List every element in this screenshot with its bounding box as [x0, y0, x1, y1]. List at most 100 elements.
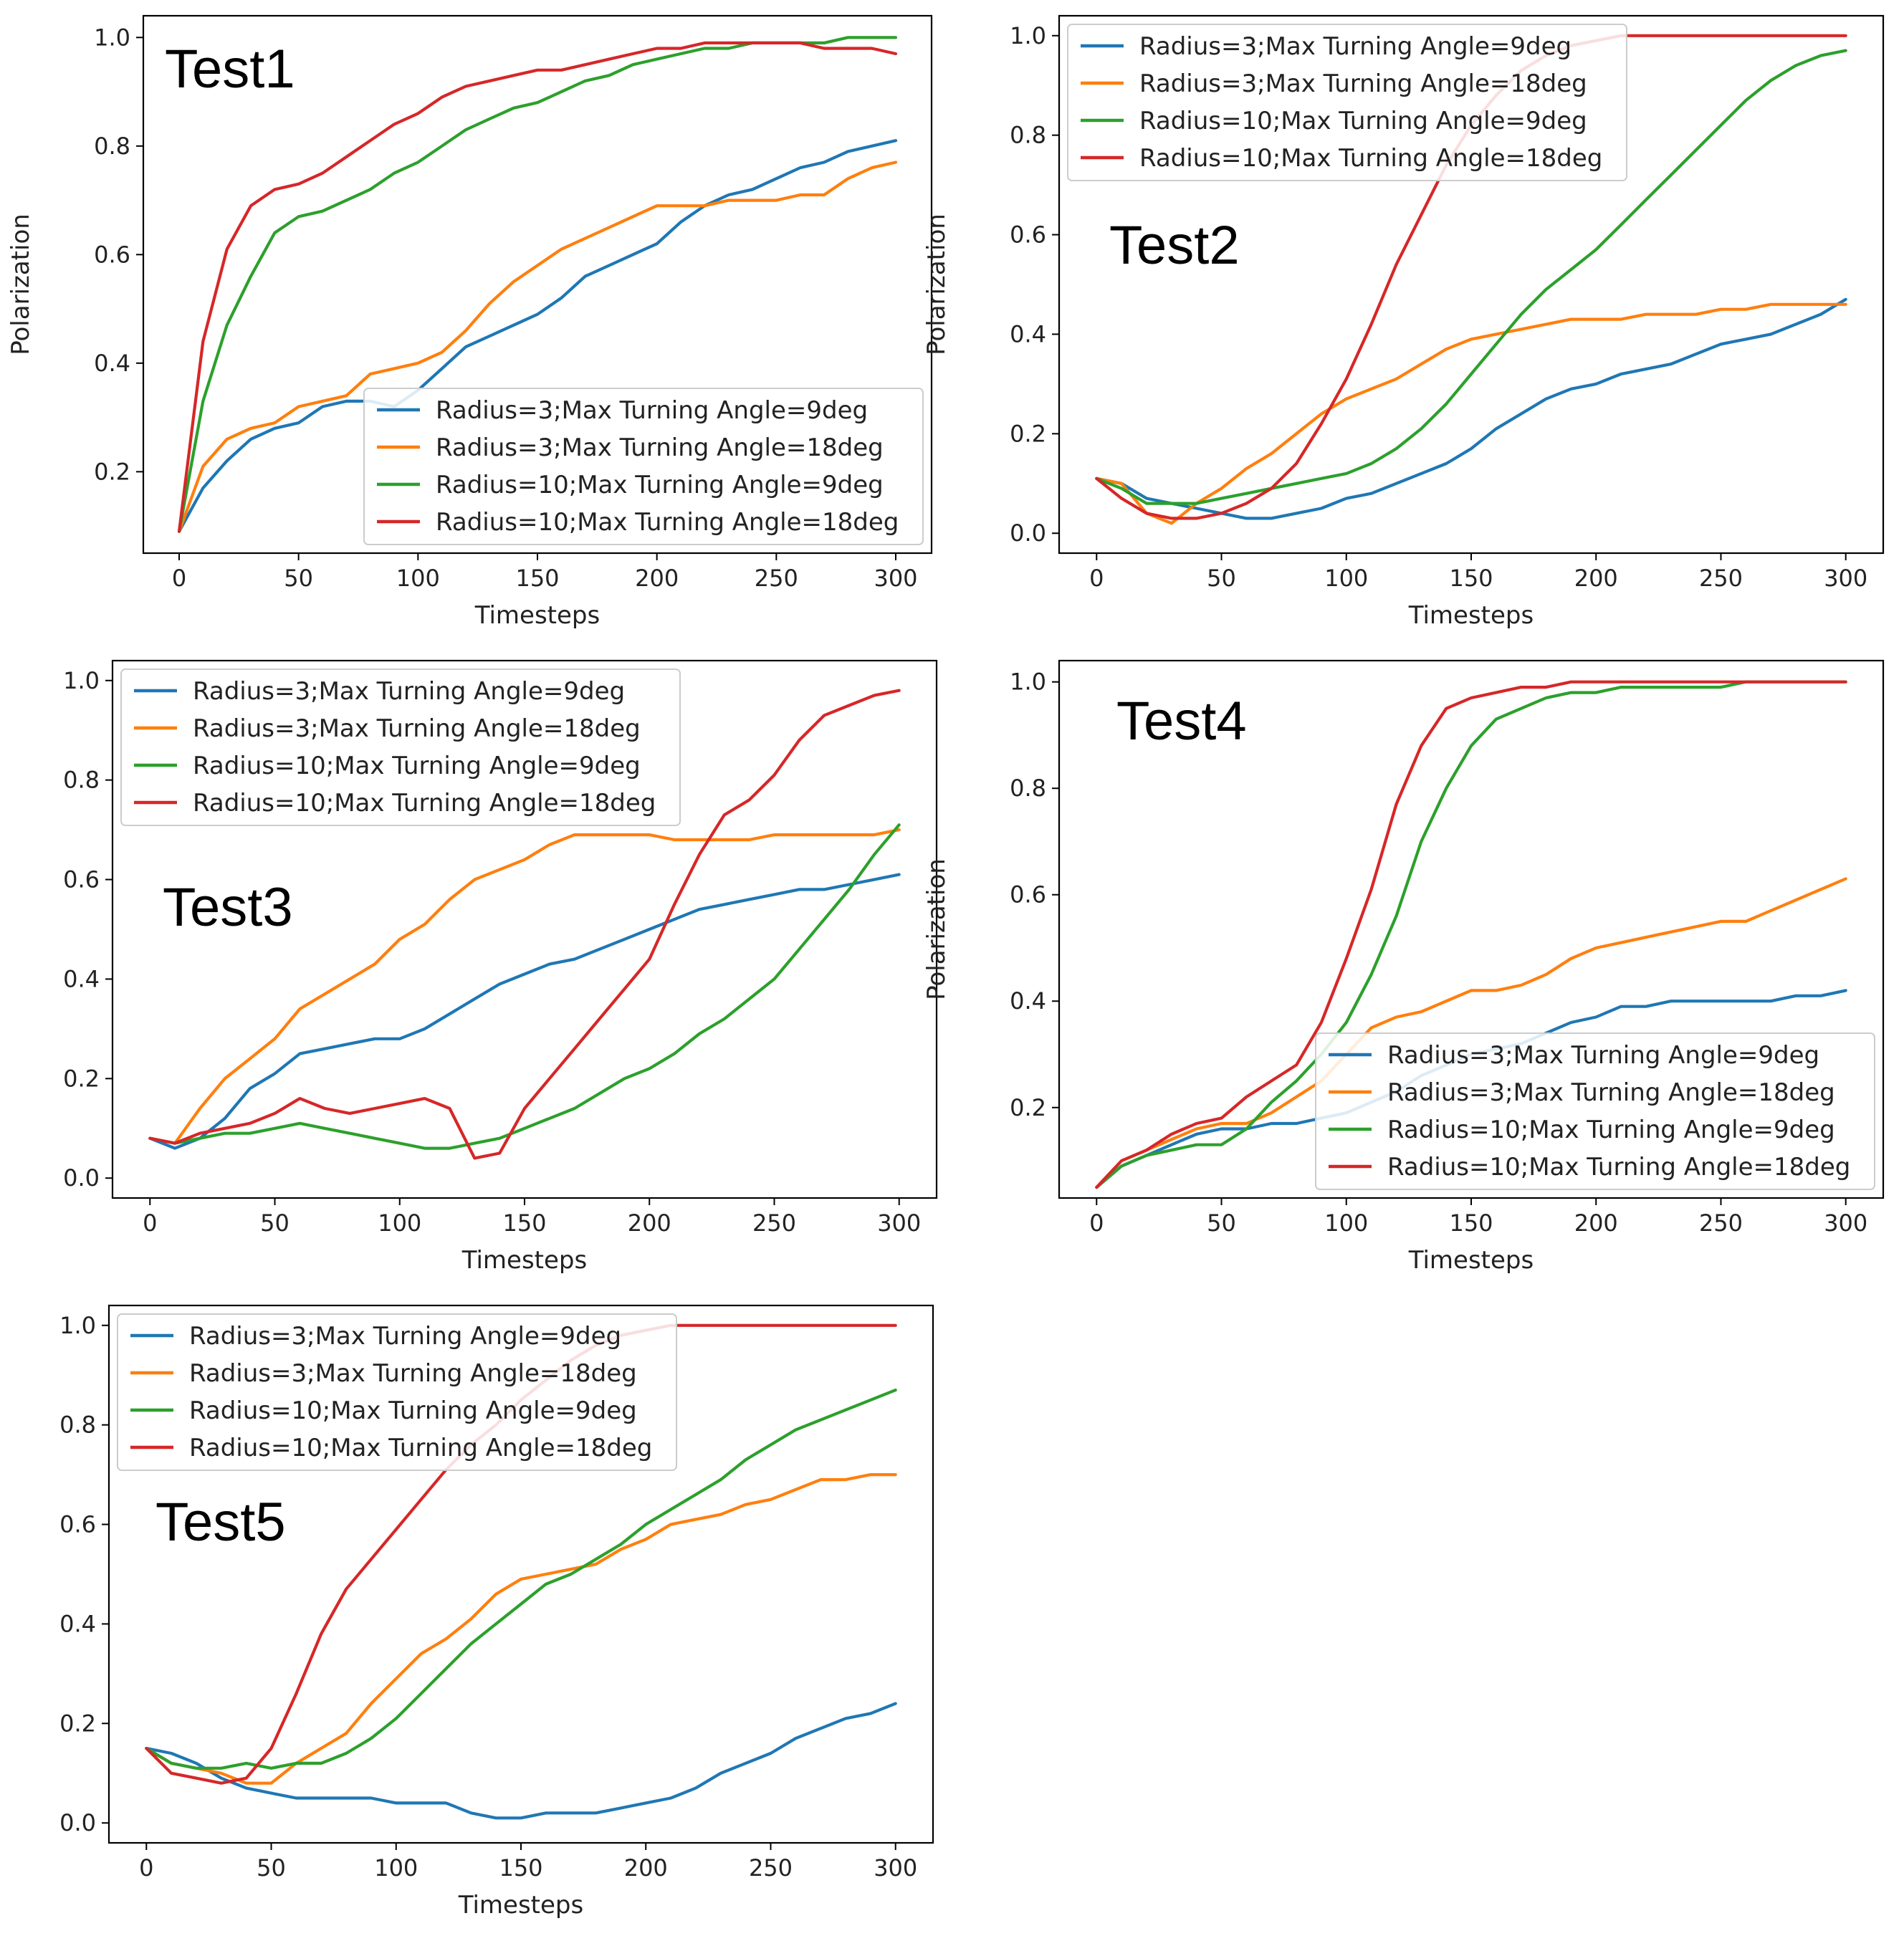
y-tick-label: 0.2 — [94, 458, 130, 485]
legend-box — [1315, 1032, 1875, 1190]
legend-label: Radius=3;Max Turning Angle=9deg — [189, 1322, 621, 1351]
legend-label: Radius=3;Max Turning Angle=18deg — [193, 714, 641, 743]
y-tick-label: 0.6 — [94, 241, 130, 268]
legend-label: Radius=10;Max Turning Angle=18deg — [193, 789, 656, 818]
legend-label: Radius=10;Max Turning Angle=9deg — [1387, 1116, 1835, 1144]
legend-box — [363, 388, 924, 545]
y-tick-label: 0.4 — [63, 965, 100, 992]
y-tick-label: 0.8 — [59, 1412, 96, 1439]
x-tick-label: 100 — [1324, 565, 1368, 592]
legend-label: Radius=10;Max Turning Angle=18deg — [189, 1434, 652, 1462]
y-tick-label: 0.6 — [59, 1511, 96, 1538]
legend-label: Radius=3;Max Turning Angle=18deg — [1139, 70, 1587, 98]
x-tick-label: 50 — [1207, 1209, 1236, 1237]
x-tick-label: 0 — [1089, 1209, 1104, 1237]
x-axis-label: Timesteps — [458, 1891, 583, 1920]
x-tick-label: 50 — [260, 1209, 290, 1237]
chart-panel-1: 0 50 100 150 200 250 300 0.2 0.4 0.6 0.8 1.0 Timeste… — [6, 14, 933, 630]
x-tick-label: 50 — [257, 1854, 286, 1882]
legend-label: Radius=10;Max Turning Angle=18deg — [1387, 1153, 1850, 1182]
x-tick-label: 0 — [172, 565, 186, 592]
legend-label: Radius=3;Max Turning Angle=9deg — [193, 677, 625, 706]
x-axis-label: Timesteps — [1408, 601, 1534, 630]
series-line-2 — [1095, 302, 1847, 525]
x-tick-label: 150 — [499, 1854, 542, 1882]
x-tick-label: 250 — [749, 1854, 793, 1882]
series-line-2 — [148, 828, 901, 1145]
x-tick-label: 0 — [139, 1854, 153, 1882]
x-tick-label: 200 — [624, 1854, 668, 1882]
legend-label: Radius=10;Max Turning Angle=9deg — [436, 471, 884, 499]
y-axis-label: Polarization — [6, 214, 35, 355]
y-tick-label: 0.8 — [63, 767, 100, 794]
x-tick-label: 0 — [1089, 565, 1104, 592]
x-tick-label: 100 — [1324, 1209, 1368, 1237]
y-tick-label: 0.6 — [1010, 221, 1046, 249]
legend-box — [120, 669, 681, 826]
chart-panel-4: 0 50 100 150 200 250 300 0.2 0.4 0.6 0.8 1.0 Timeste… — [922, 659, 1885, 1275]
y-tick-label: 0.4 — [59, 1610, 96, 1637]
legend: Radius=3;Max Turning Angle=9deg Radius=3;… — [1067, 24, 1627, 181]
x-tick-label: 50 — [1207, 565, 1236, 592]
x-tick-label: 100 — [374, 1854, 418, 1882]
y-axis-label: Polarization — [922, 214, 951, 355]
y-tick-label: 1.0 — [94, 24, 130, 51]
x-tick-label: 300 — [874, 565, 917, 592]
x-tick-label: 200 — [1574, 1209, 1618, 1237]
panel-title: Test1 — [165, 39, 295, 100]
y-tick-label: 1.0 — [63, 667, 100, 694]
y-tick-label: 0.0 — [63, 1164, 100, 1192]
chart-panel-2: 0 50 100 150 200 250 300 0.0 0.2 0.4 0.6 0.8 1.0 Time… — [922, 14, 1885, 630]
legend-label: Radius=3;Max Turning Angle=18deg — [1387, 1078, 1835, 1107]
y-tick-label: 0.8 — [1010, 775, 1046, 802]
x-tick-label: 300 — [1824, 565, 1867, 592]
legend-label: Radius=10;Max Turning Angle=18deg — [1139, 144, 1602, 173]
y-tick-label: 0.6 — [63, 866, 100, 893]
y-tick-label: 1.0 — [59, 1312, 96, 1339]
x-tick-label: 200 — [635, 565, 679, 592]
series-line-3 — [1095, 49, 1847, 505]
y-tick-label: 0.0 — [59, 1809, 96, 1836]
series-line-3 — [148, 823, 901, 1150]
legend-box — [117, 1313, 677, 1471]
x-tick-label: 300 — [1824, 1209, 1867, 1237]
series-line-1 — [145, 1702, 897, 1820]
y-tick-label: 0.4 — [94, 350, 130, 377]
legend-label: Radius=3;Max Turning Angle=18deg — [436, 433, 884, 462]
legend-label: Radius=10;Max Turning Angle=9deg — [193, 752, 641, 780]
legend-label: Radius=10;Max Turning Angle=9deg — [189, 1396, 637, 1425]
x-tick-label: 200 — [1574, 565, 1618, 592]
legend-label: Radius=3;Max Turning Angle=9deg — [1387, 1041, 1819, 1070]
series-line-4 — [148, 689, 901, 1160]
x-axis-label: Timesteps — [1408, 1246, 1534, 1275]
legend-label: Radius=3;Max Turning Angle=9deg — [436, 396, 868, 425]
y-tick-label: 0.4 — [1010, 987, 1046, 1015]
legend-label: Radius=10;Max Turning Angle=18deg — [436, 508, 899, 537]
x-tick-label: 300 — [874, 1854, 917, 1882]
y-tick-label: 0.0 — [1010, 519, 1046, 547]
series-line-4 — [177, 41, 898, 533]
x-tick-label: 100 — [378, 1209, 421, 1237]
legend-label: Radius=10;Max Turning Angle=9deg — [1139, 107, 1587, 135]
y-tick-label: 0.2 — [1010, 420, 1046, 447]
legend-label: Radius=3;Max Turning Angle=18deg — [189, 1359, 637, 1388]
x-tick-label: 150 — [502, 1209, 546, 1237]
y-tick-label: 0.4 — [1010, 320, 1046, 348]
series-line-2 — [145, 1473, 897, 1785]
series-line-1 — [1095, 297, 1847, 520]
x-tick-label: 50 — [284, 565, 313, 592]
legend: Radius=3;Max Turning Angle=9deg Radius=3;… — [1315, 1032, 1875, 1190]
y-tick-label: 0.2 — [1010, 1094, 1046, 1121]
panel-title: Test2 — [1109, 215, 1240, 276]
panel-title: Test4 — [1116, 691, 1247, 752]
panel-title: Test5 — [156, 1492, 286, 1553]
x-axis-label: Timesteps — [461, 1246, 587, 1275]
legend: Radius=3;Max Turning Angle=9deg Radius=3;… — [117, 1313, 677, 1471]
y-tick-label: 0.2 — [63, 1065, 100, 1092]
legend: Radius=3;Max Turning Angle=9deg Radius=3;… — [363, 388, 924, 545]
chart-panel-3: 0 50 100 150 200 250 300 0.0 0.2 0.4 0.6 0.8 1.0 Time… — [0, 659, 938, 1275]
x-axis-label: Timesteps — [474, 601, 600, 630]
x-tick-label: 100 — [396, 565, 440, 592]
x-tick-label: 250 — [755, 565, 798, 592]
